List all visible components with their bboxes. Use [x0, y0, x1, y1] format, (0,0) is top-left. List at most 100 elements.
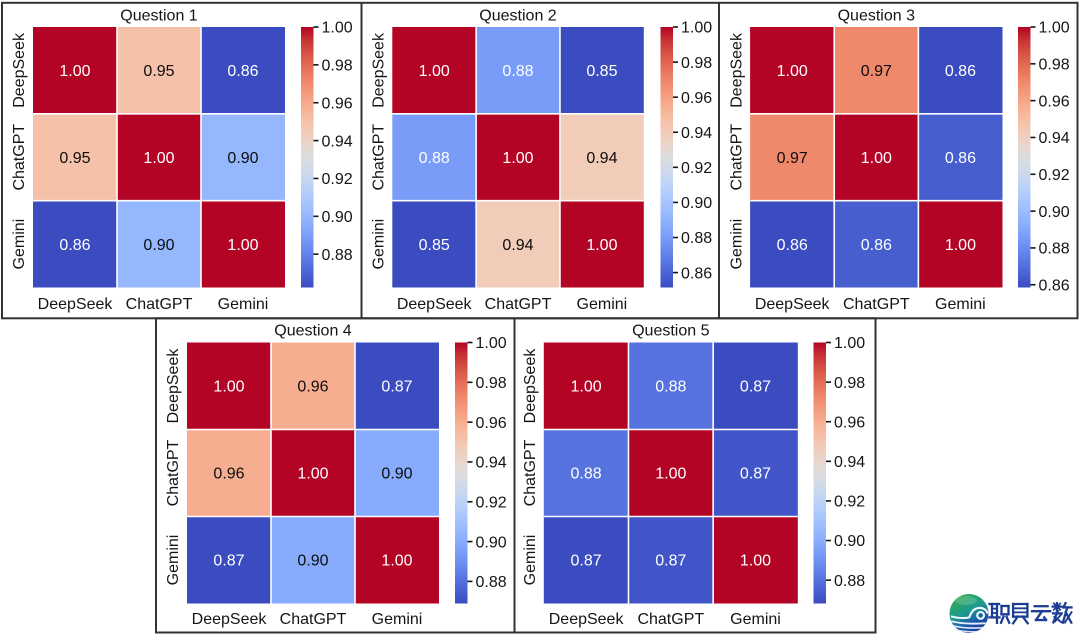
svg-text:1.00: 1.00 [586, 237, 617, 254]
svg-text:ChatGPT: ChatGPT [126, 296, 193, 313]
svg-text:1.00: 1.00 [502, 150, 533, 167]
svg-text:1.00: 1.00 [571, 379, 602, 396]
svg-text:1.00: 1.00 [681, 20, 712, 37]
svg-text:0.98: 0.98 [322, 58, 353, 75]
svg-text:Gemini: Gemini [11, 219, 28, 270]
svg-text:0.86: 0.86 [945, 63, 976, 80]
svg-text:DeepSeek: DeepSeek [397, 296, 473, 313]
svg-text:0.88: 0.88 [834, 573, 865, 590]
svg-text:0.86: 0.86 [227, 63, 258, 80]
svg-text:1.00: 1.00 [297, 466, 328, 483]
svg-text:0.98: 0.98 [834, 375, 865, 392]
svg-text:1.00: 1.00 [655, 466, 686, 483]
svg-text:ChatGPT: ChatGPT [280, 611, 347, 628]
svg-text:0.92: 0.92 [1039, 167, 1070, 184]
svg-text:Question 1: Question 1 [120, 7, 197, 24]
svg-text:1.00: 1.00 [227, 237, 258, 254]
svg-text:Gemini: Gemini [218, 296, 269, 313]
svg-text:0.95: 0.95 [143, 63, 174, 80]
svg-text:0.90: 0.90 [476, 534, 507, 551]
svg-text:0.90: 0.90 [227, 150, 258, 167]
svg-text:0.85: 0.85 [419, 237, 450, 254]
svg-text:0.90: 0.90 [143, 237, 174, 254]
svg-text:DeepSeek: DeepSeek [522, 348, 539, 424]
svg-text:0.90: 0.90 [322, 209, 353, 226]
svg-text:0.88: 0.88 [681, 230, 712, 247]
svg-text:0.90: 0.90 [681, 195, 712, 212]
svg-text:ChatGPT: ChatGPT [637, 611, 704, 628]
svg-text:0.96: 0.96 [834, 414, 865, 431]
svg-text:1.00: 1.00 [945, 237, 976, 254]
svg-text:Gemini: Gemini [372, 611, 423, 628]
svg-text:DeepSeek: DeepSeek [755, 296, 831, 313]
svg-text:0.86: 0.86 [1039, 277, 1070, 294]
svg-text:0.90: 0.90 [381, 466, 412, 483]
svg-text:0.98: 0.98 [1039, 57, 1070, 74]
svg-text:0.87: 0.87 [655, 553, 686, 570]
svg-text:0.88: 0.88 [419, 150, 450, 167]
svg-text:0.92: 0.92 [476, 494, 507, 511]
svg-text:DeepSeek: DeepSeek [371, 32, 388, 108]
svg-text:0.97: 0.97 [777, 150, 808, 167]
svg-text:1.00: 1.00 [1039, 20, 1070, 37]
svg-text:Gemini: Gemini [730, 611, 781, 628]
svg-text:0.88: 0.88 [502, 63, 533, 80]
svg-text:1.00: 1.00 [381, 553, 412, 570]
svg-text:0.88: 0.88 [476, 574, 507, 591]
svg-text:0.86: 0.86 [59, 237, 90, 254]
svg-text:DeepSeek: DeepSeek [11, 32, 28, 108]
svg-text:0.98: 0.98 [476, 375, 507, 392]
svg-text:ChatGPT: ChatGPT [522, 439, 539, 506]
svg-text:0.94: 0.94 [1039, 130, 1070, 147]
svg-text:0.97: 0.97 [861, 63, 892, 80]
svg-text:0.86: 0.86 [777, 237, 808, 254]
svg-text:1.00: 1.00 [834, 335, 865, 352]
svg-text:0.88: 0.88 [322, 247, 353, 264]
svg-text:Gemini: Gemini [577, 296, 628, 313]
svg-text:Gemini: Gemini [165, 535, 182, 586]
svg-text:0.85: 0.85 [586, 63, 617, 80]
svg-text:0.90: 0.90 [834, 533, 865, 550]
svg-text:0.88: 0.88 [571, 466, 602, 483]
svg-text:0.94: 0.94 [681, 125, 712, 142]
svg-text:0.96: 0.96 [297, 379, 328, 396]
svg-text:1.00: 1.00 [861, 150, 892, 167]
svg-text:0.87: 0.87 [571, 553, 602, 570]
svg-text:1.00: 1.00 [777, 63, 808, 80]
svg-text:Gemini: Gemini [371, 219, 388, 270]
svg-text:ChatGPT: ChatGPT [728, 124, 745, 191]
svg-text:Question 5: Question 5 [632, 323, 709, 340]
svg-text:0.86: 0.86 [861, 237, 892, 254]
svg-text:Gemini: Gemini [522, 535, 539, 586]
svg-text:0.94: 0.94 [476, 455, 507, 472]
svg-text:Question 2: Question 2 [479, 7, 556, 24]
svg-text:0.94: 0.94 [502, 237, 533, 254]
svg-text:Question 4: Question 4 [274, 323, 351, 340]
svg-text:1.00: 1.00 [476, 335, 507, 352]
svg-text:Question 3: Question 3 [838, 7, 915, 24]
svg-text:0.98: 0.98 [681, 55, 712, 72]
svg-text:0.87: 0.87 [740, 466, 771, 483]
svg-text:ChatGPT: ChatGPT [485, 296, 552, 313]
svg-text:DeepSeek: DeepSeek [728, 32, 745, 108]
svg-text:0.88: 0.88 [1039, 241, 1070, 258]
svg-text:0.87: 0.87 [740, 379, 771, 396]
svg-text:0.96: 0.96 [1039, 93, 1070, 110]
svg-text:0.92: 0.92 [834, 494, 865, 511]
svg-text:0.92: 0.92 [322, 171, 353, 188]
svg-text:0.94: 0.94 [586, 150, 617, 167]
svg-text:0.86: 0.86 [945, 150, 976, 167]
svg-text:1.00: 1.00 [59, 63, 90, 80]
svg-text:0.95: 0.95 [59, 150, 90, 167]
svg-text:0.94: 0.94 [322, 133, 353, 150]
svg-text:1.00: 1.00 [419, 63, 450, 80]
svg-text:0.94: 0.94 [834, 454, 865, 471]
svg-text:Gemini: Gemini [935, 296, 986, 313]
svg-text:0.90: 0.90 [1039, 204, 1070, 221]
svg-text:1.00: 1.00 [143, 150, 174, 167]
svg-text:0.96: 0.96 [681, 90, 712, 107]
svg-text:0.96: 0.96 [213, 466, 244, 483]
svg-text:0.90: 0.90 [297, 553, 328, 570]
svg-text:DeepSeek: DeepSeek [38, 296, 114, 313]
svg-text:DeepSeek: DeepSeek [549, 611, 625, 628]
